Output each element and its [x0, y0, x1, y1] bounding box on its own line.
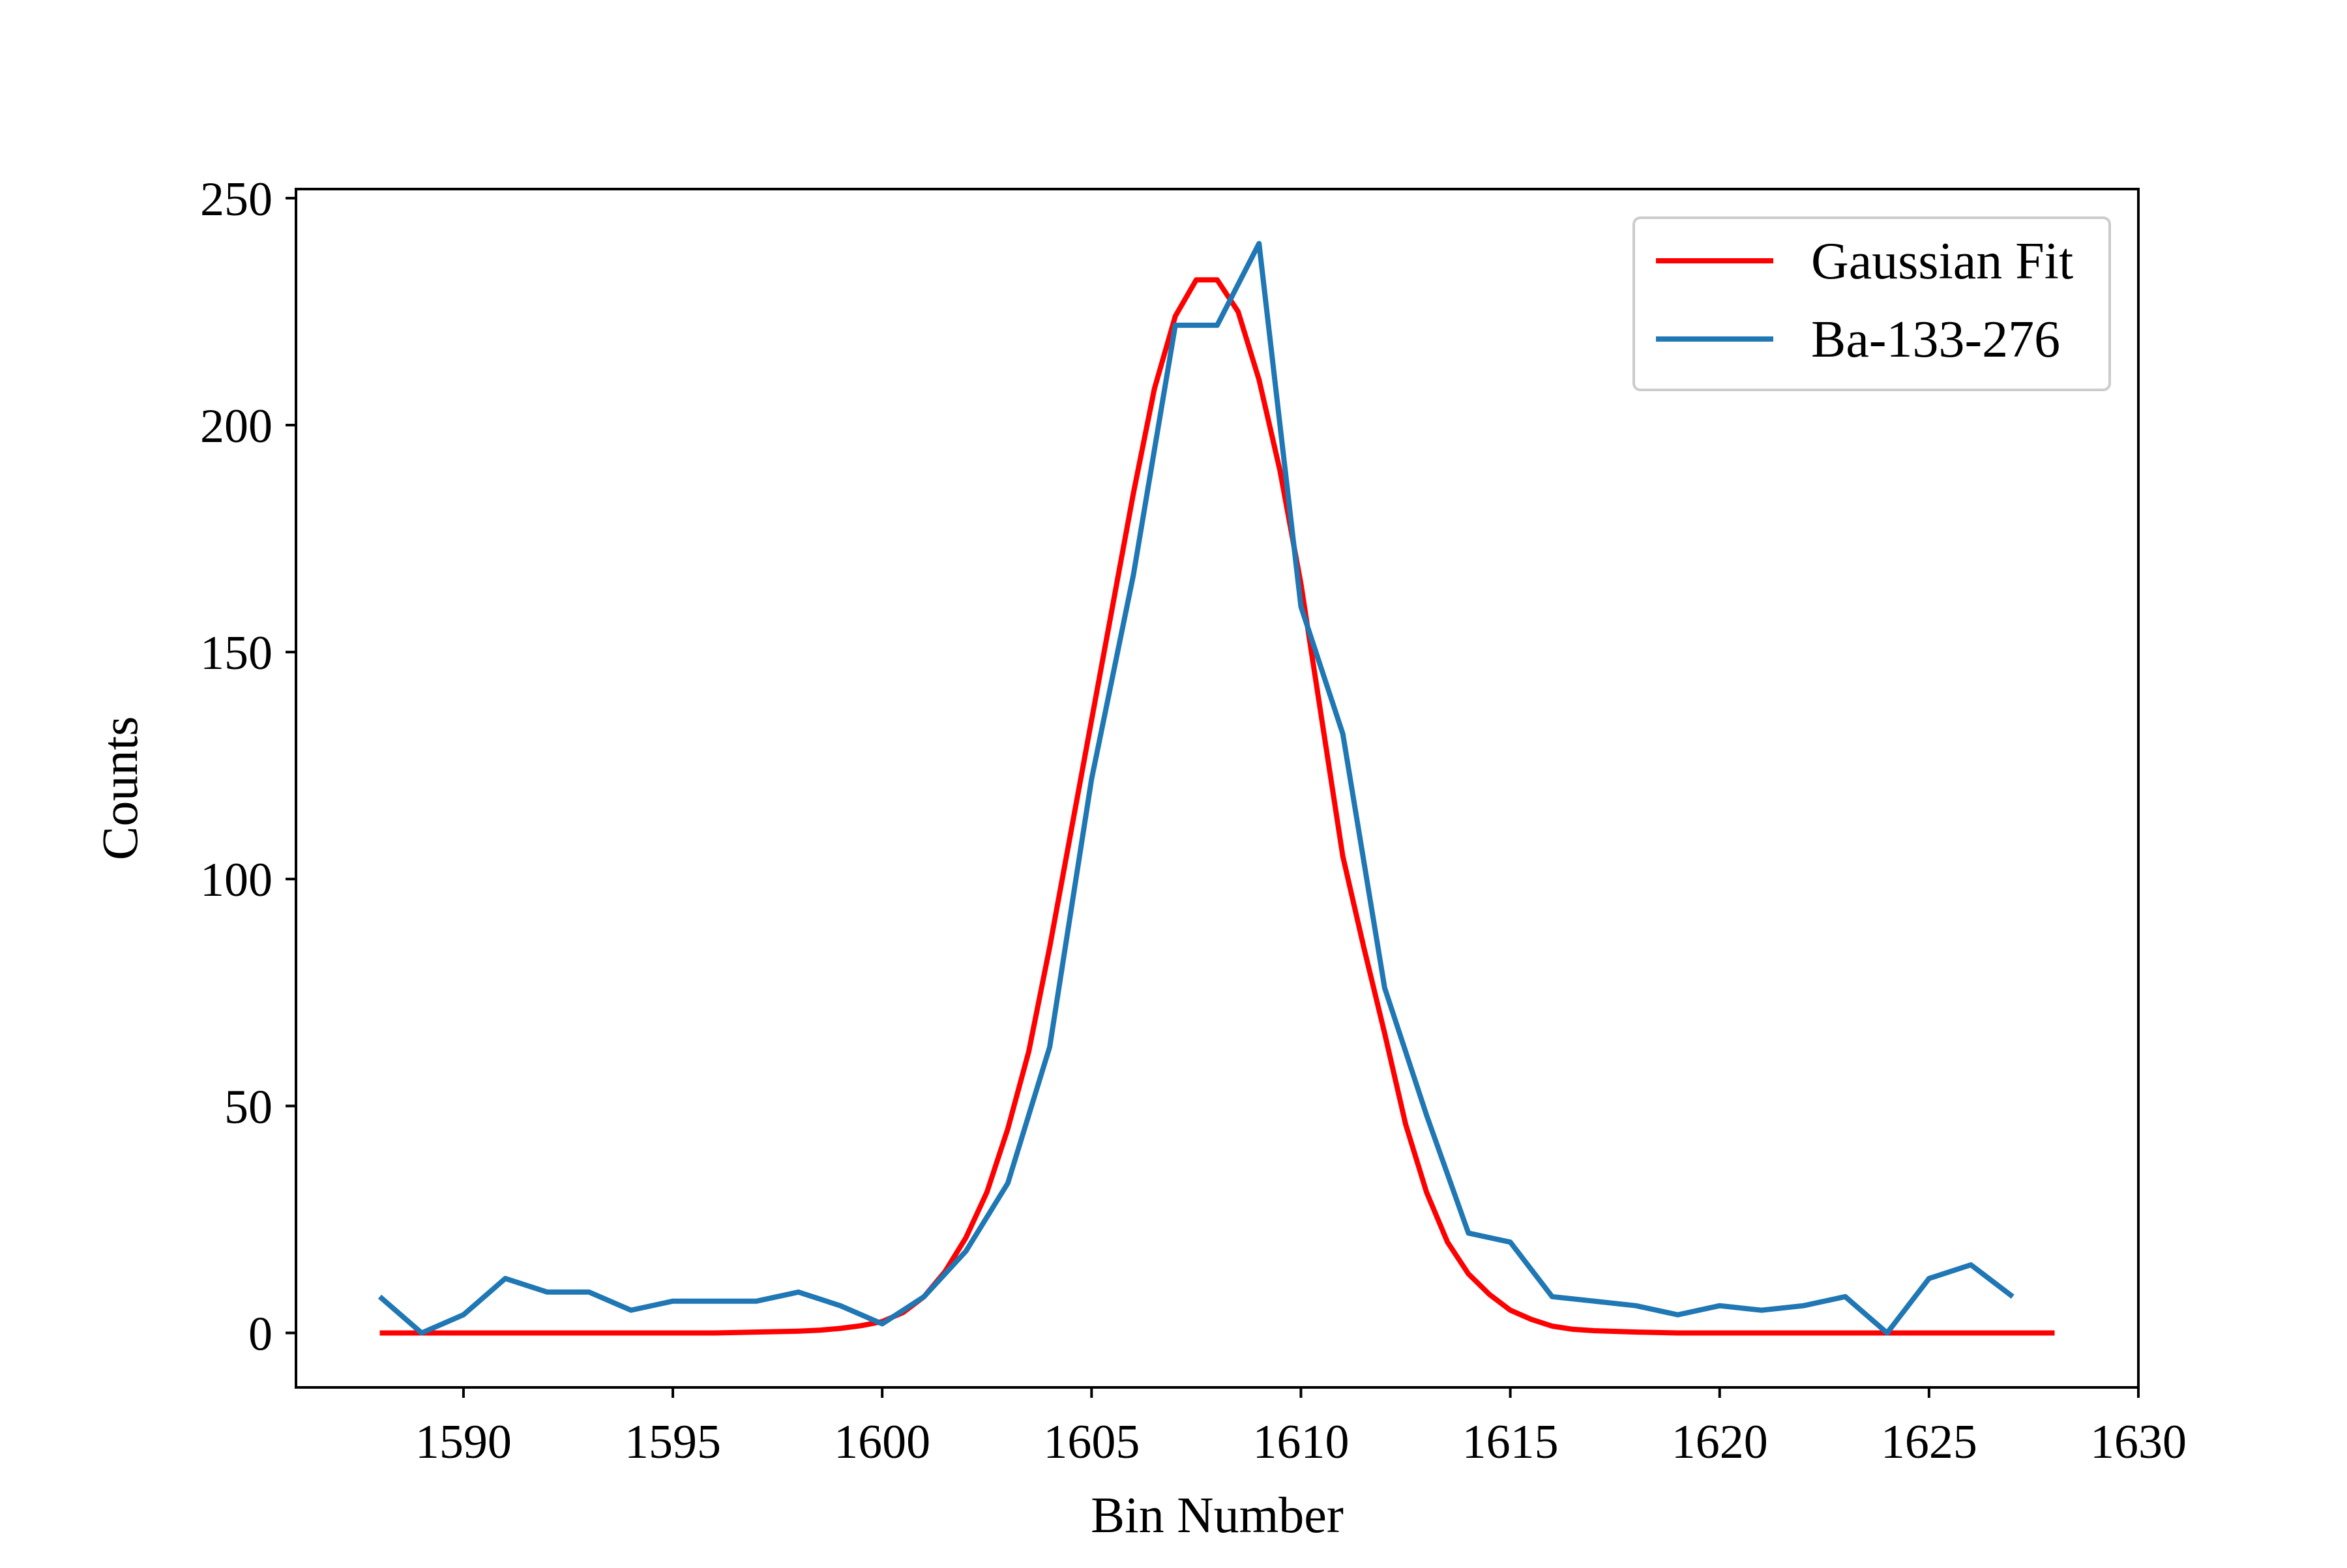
x-tick-label-1620: 1620	[1672, 1415, 1768, 1469]
x-tick-label-1590: 1590	[415, 1415, 512, 1469]
y-tick-label-100: 100	[200, 853, 273, 907]
x-tick-label-1610: 1610	[1252, 1415, 1349, 1469]
x-tick-label-1630: 1630	[2090, 1415, 2187, 1469]
y-tick-label-150: 150	[200, 627, 273, 680]
legend-label-gaussian-fit: Gaussian Fit	[1811, 233, 2073, 290]
axis-ticks: 1590 1595 1600 1605 1610 1615 1620 1625 1630 0 50 1…	[200, 173, 2187, 1469]
legend: Gaussian Fit Ba-133-276	[1632, 216, 2111, 391]
x-axis-label: Bin Number	[1091, 1487, 1344, 1543]
x-tick-label-1625: 1625	[1881, 1415, 1977, 1469]
y-axis-label: Counts	[91, 716, 148, 860]
x-tick-label-1600: 1600	[834, 1415, 930, 1469]
x-tick-label-1605: 1605	[1043, 1415, 1140, 1469]
legend-label-ba-133-276: Ba-133-276	[1811, 311, 2060, 368]
axes-frame	[295, 188, 2140, 1389]
series-line-ba-133-276	[377, 241, 2015, 1336]
y-tick-label-200: 200	[200, 400, 273, 453]
plot-area	[377, 241, 2055, 1336]
x-tick-label-1595: 1595	[625, 1415, 721, 1469]
y-tick-label-50: 50	[224, 1080, 273, 1134]
y-tick-label-250: 250	[200, 173, 273, 226]
y-tick-label-0: 0	[248, 1307, 273, 1361]
series-line-gaussian-fit	[379, 277, 2055, 1336]
x-tick-label-1615: 1615	[1462, 1415, 1559, 1469]
